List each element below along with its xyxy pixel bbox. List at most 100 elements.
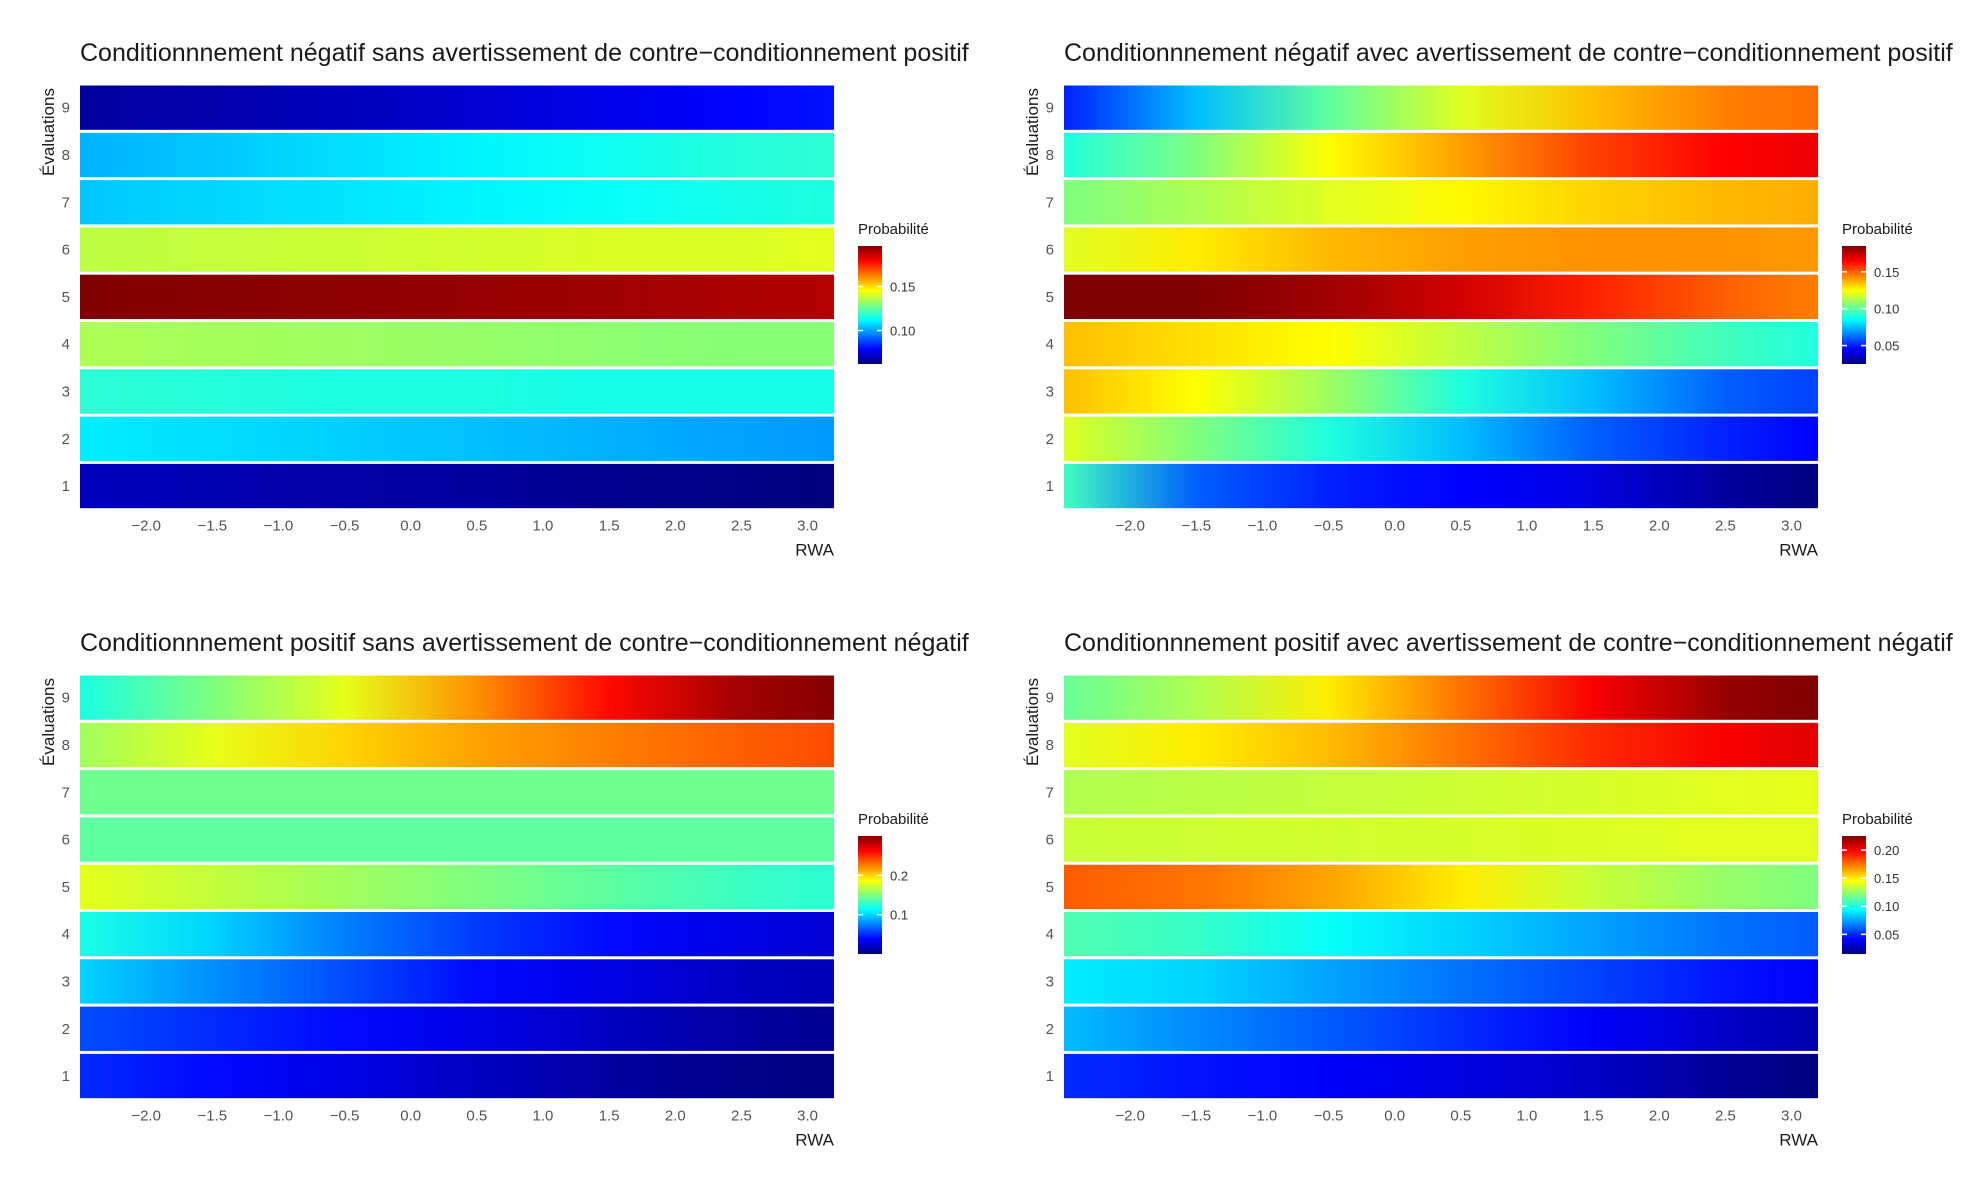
legend-title: Probabilité: [858, 221, 929, 238]
x-tick-label: 2.5: [1715, 518, 1736, 535]
x-tick-label: −1.0: [264, 518, 294, 535]
x-tick-label: −2.0: [131, 1108, 161, 1125]
legend-colorbar: [858, 836, 882, 954]
y-tick-label: 9: [1046, 690, 1054, 707]
heatmap-panel-2: Conditionnnement négatif avec avertissem…: [1023, 39, 1953, 560]
y-axis-title: Évaluations: [1023, 678, 1042, 766]
heatmap-panel-4: Conditionnnement positif avec avertissem…: [1023, 629, 1953, 1150]
heatmap-row-8: [1064, 132, 1818, 178]
legend-colorbar: [1842, 836, 1866, 954]
y-tick-label: 8: [62, 147, 70, 164]
y-tick-label: 1: [62, 478, 70, 495]
legend-tick-label: 0.05: [1874, 927, 1899, 942]
heatmap-row-1: [1064, 1053, 1818, 1099]
heatmap-panel-1: Conditionnnement négatif sans avertissem…: [39, 39, 969, 560]
x-tick-label: 0.0: [400, 1108, 421, 1125]
heatmap-row-2: [1064, 416, 1818, 461]
x-tick-label: −1.5: [1181, 518, 1211, 535]
legend-tick-label: 0.15: [890, 280, 915, 295]
heatmap-row-3: [80, 369, 834, 414]
legend-title: Probabilité: [1842, 811, 1913, 828]
x-tick-label: 3.0: [1781, 518, 1802, 535]
heatmap-row-4: [80, 912, 834, 957]
x-tick-label: 3.0: [797, 518, 818, 535]
x-tick-label: 0.5: [1450, 518, 1471, 535]
x-axis-title: RWA: [1779, 541, 1818, 560]
y-tick-label: 8: [1046, 737, 1054, 754]
heatmap-row-5: [1064, 864, 1818, 909]
x-tick-label: 2.0: [665, 1108, 686, 1125]
y-tick-label: 1: [62, 1068, 70, 1085]
y-tick-label: 2: [1046, 431, 1054, 448]
legend-tick-label: 0.05: [1874, 339, 1899, 354]
x-tick-label: −0.5: [330, 518, 360, 535]
heatmap-row-3: [80, 959, 834, 1004]
x-tick-label: −2.0: [131, 518, 161, 535]
y-tick-label: 9: [62, 100, 70, 117]
y-tick-label: 7: [1046, 194, 1054, 211]
y-tick-label: 8: [1046, 147, 1054, 164]
chart-title: Conditionnnement positif avec avertissem…: [1064, 629, 1953, 657]
heatmap-row-5: [1064, 274, 1818, 319]
x-tick-label: −0.5: [1314, 518, 1344, 535]
y-tick-label: 3: [62, 383, 70, 400]
chart-title: Conditionnnement négatif sans avertissem…: [80, 39, 969, 67]
legend-tick-label: 0.2: [890, 868, 908, 883]
y-tick-label: 1: [1046, 478, 1054, 495]
y-tick-label: 6: [62, 832, 70, 849]
legend-colorbar: [1842, 246, 1866, 364]
x-axis-title: RWA: [1779, 1131, 1818, 1150]
x-tick-label: 1.0: [1517, 518, 1538, 535]
heatmap-row-9: [80, 675, 834, 720]
x-tick-label: 2.0: [1649, 518, 1670, 535]
x-tick-label: 0.5: [466, 1108, 487, 1125]
legend-tick-label: 0.10: [1874, 899, 1899, 914]
heatmap-row-8: [80, 132, 834, 178]
y-tick-label: 7: [62, 194, 70, 211]
heatmap-row-7: [1064, 770, 1818, 815]
x-tick-label: 0.0: [1384, 518, 1405, 535]
heatmap-row-1: [80, 463, 834, 509]
y-axis-title: Évaluations: [39, 88, 58, 176]
y-tick-label: 3: [62, 973, 70, 990]
x-tick-label: 0.0: [400, 518, 421, 535]
heatmap-row-2: [80, 1006, 834, 1051]
heatmap-row-7: [80, 180, 834, 225]
x-tick-label: −1.5: [197, 518, 227, 535]
y-tick-label: 4: [62, 926, 70, 943]
heatmap-row-9: [1064, 675, 1818, 720]
heatmap-panel-3: Conditionnnement positif sans avertissem…: [39, 629, 969, 1150]
x-tick-label: 2.5: [1715, 1108, 1736, 1125]
x-axis-title: RWA: [795, 541, 834, 560]
heatmap-row-3: [1064, 369, 1818, 414]
y-tick-label: 5: [62, 879, 70, 896]
legend-tick-label: 0.10: [890, 324, 915, 339]
y-tick-label: 4: [1046, 926, 1054, 943]
y-tick-label: 1: [1046, 1068, 1054, 1085]
y-tick-label: 2: [62, 1021, 70, 1038]
x-tick-label: −2.0: [1115, 518, 1145, 535]
heatmap-row-6: [80, 227, 834, 272]
heatmap-row-8: [80, 722, 834, 768]
x-tick-label: −1.0: [264, 1108, 294, 1125]
x-tick-label: 2.0: [1649, 1108, 1670, 1125]
y-tick-label: 4: [1046, 336, 1054, 353]
x-tick-label: 3.0: [797, 1108, 818, 1125]
x-tick-label: 0.5: [466, 518, 487, 535]
y-axis-title: Évaluations: [1023, 88, 1042, 176]
heatmap-row-6: [1064, 817, 1818, 862]
x-tick-label: −2.0: [1115, 1108, 1145, 1125]
legend-title: Probabilité: [1842, 221, 1913, 238]
legend-tick-label: 0.1: [890, 908, 908, 923]
heatmap-row-7: [80, 770, 834, 815]
y-tick-label: 6: [1046, 832, 1054, 849]
x-tick-label: −1.5: [197, 1108, 227, 1125]
y-tick-label: 7: [62, 784, 70, 801]
heatmap-row-6: [80, 817, 834, 862]
y-tick-label: 5: [1046, 289, 1054, 306]
x-tick-label: 2.5: [731, 518, 752, 535]
heatmap-row-5: [80, 864, 834, 909]
heatmap-row-1: [80, 1053, 834, 1099]
x-tick-label: −0.5: [1314, 1108, 1344, 1125]
x-tick-label: 1.5: [599, 1108, 620, 1125]
